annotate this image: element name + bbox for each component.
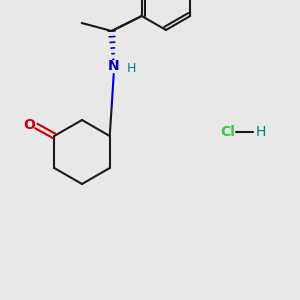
Text: Cl: Cl xyxy=(220,125,236,139)
Text: H: H xyxy=(127,61,136,74)
Text: O: O xyxy=(23,118,35,132)
Text: N: N xyxy=(108,59,119,73)
Text: H: H xyxy=(256,125,266,139)
